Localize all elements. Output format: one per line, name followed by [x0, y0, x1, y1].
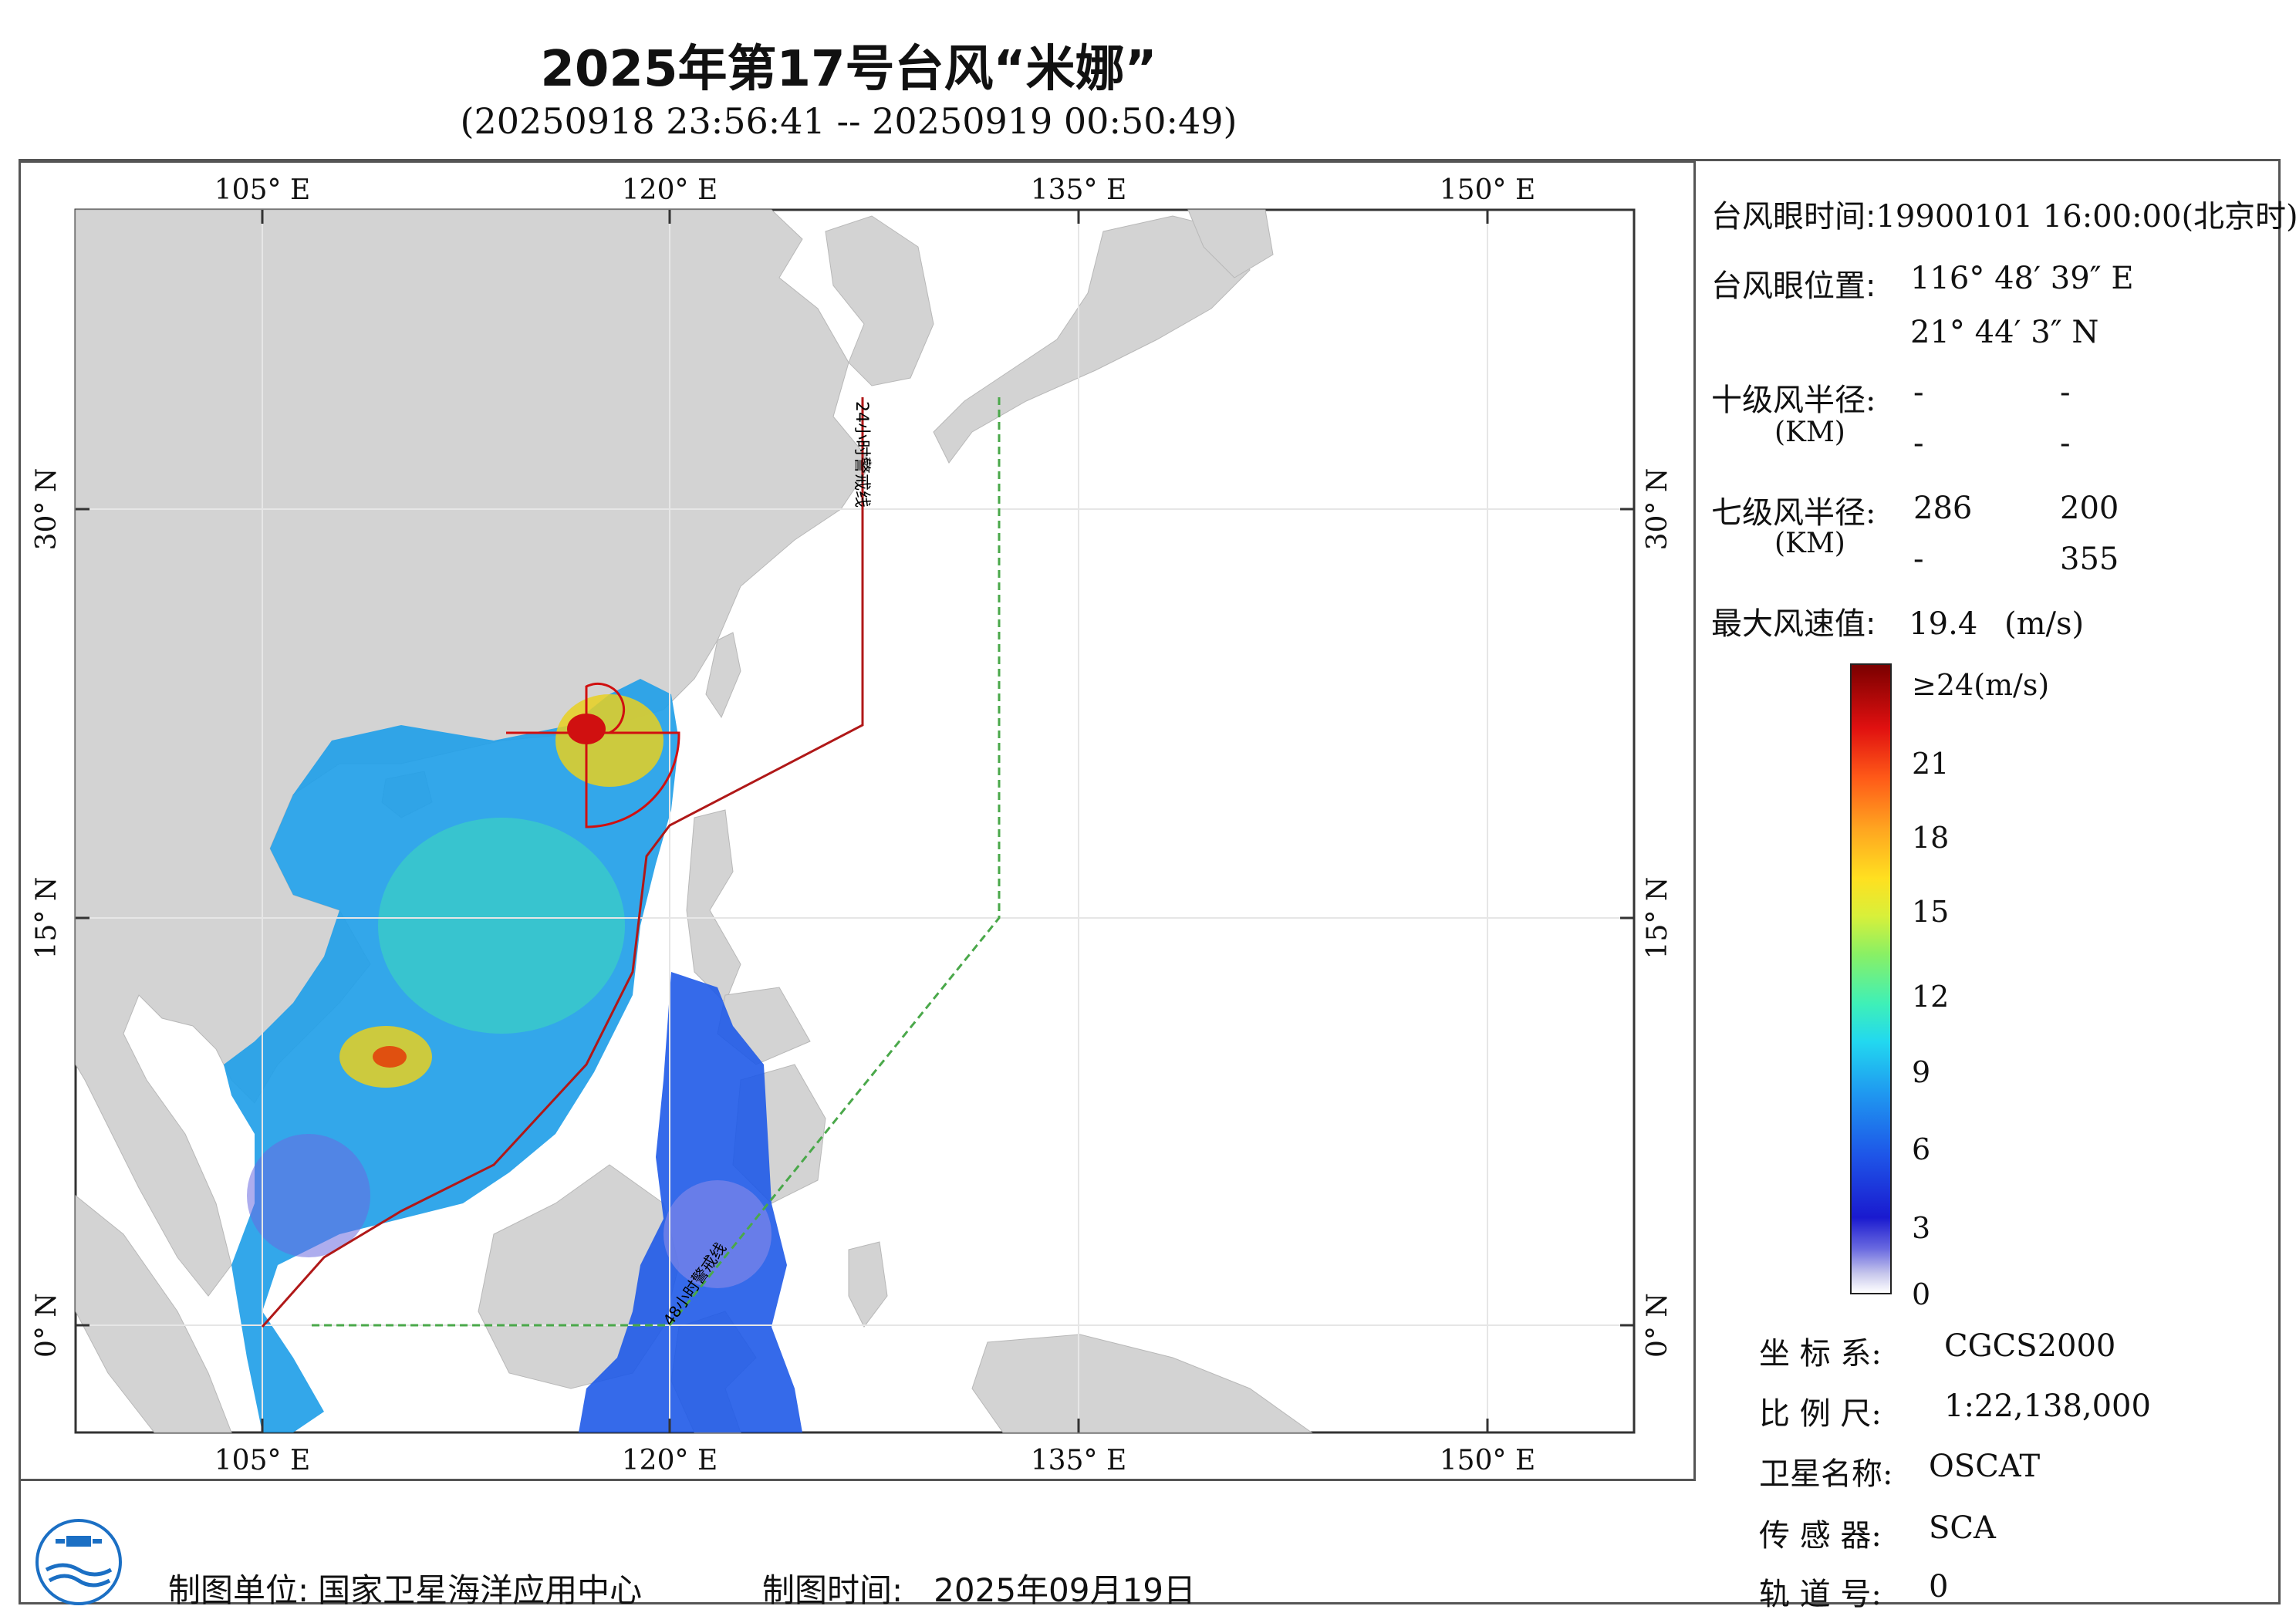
- wind-swath-north: [224, 679, 679, 1432]
- crs-value: CGCS2000: [1944, 1328, 2116, 1364]
- bottom-label-105e: 105° E: [214, 1445, 310, 1476]
- right-label-30n: 30° N: [1642, 468, 1673, 551]
- land-halmahera: [848, 1241, 888, 1328]
- left-label-15n: 15° N: [31, 877, 62, 960]
- land-sumatra: [75, 1194, 232, 1433]
- legend-tick-0: 0: [1912, 1277, 1931, 1311]
- r10-unit: (KM): [1774, 417, 1845, 448]
- max-wind-row: 最大风速值: 19.4 (m/s): [1711, 599, 2084, 643]
- max-wind-label: 最大风速值:: [1711, 606, 1876, 642]
- wind-low-area-west: [247, 1134, 370, 1257]
- map-panel-frame: [19, 160, 1696, 1481]
- r7-unit: (KM): [1774, 528, 1845, 559]
- legend-tick-21: 21: [1912, 747, 1950, 781]
- right-label-0n: 0° N: [1642, 1293, 1673, 1358]
- legend-tick-15: 15: [1912, 895, 1950, 929]
- axis-ticks: [76, 210, 1634, 1432]
- typhoon-wind-radius-outline: [506, 682, 680, 828]
- orbit-label: 轨 道 号:: [1759, 1577, 1882, 1612]
- right-label-15n: 15° N: [1642, 877, 1673, 960]
- legend-tick-3: 3: [1912, 1211, 1931, 1245]
- wind-swath: [224, 679, 802, 1432]
- date-value: 2025年09月19日: [934, 1571, 1196, 1609]
- left-axis-labels: 30° N 15° N 0° N: [31, 468, 62, 1358]
- warning-line-24h: [261, 397, 864, 1328]
- eye-lat: 21° 44′ 3″ N: [1910, 315, 2099, 350]
- max-wind-unit: (m/s): [2004, 606, 2085, 642]
- eye-lon: 116° 48′ 39″ E: [1910, 261, 2134, 296]
- warning-line-24h-label: 24小时警戒线: [852, 401, 871, 508]
- land-taiwan: [705, 632, 741, 719]
- left-label-0n: 0° N: [31, 1293, 62, 1358]
- legend-tick-18: 18: [1912, 821, 1950, 855]
- eye-time-row: 台风眼时间:19900101 16:00:00(北京时): [1711, 191, 2296, 236]
- legend-tick-6: 6: [1912, 1132, 1931, 1166]
- producer-label: 制图单位:: [168, 1571, 309, 1609]
- land-korea: [825, 215, 934, 386]
- top-label-135e: 135° E: [1031, 174, 1126, 206]
- r7-se: 200: [2060, 491, 2119, 526]
- satellite-value: OSCAT: [1929, 1449, 2041, 1484]
- bottom-label-150e: 150° E: [1440, 1445, 1535, 1476]
- r10-se: -: [2060, 375, 2071, 410]
- map-title: 2025年第17号台风“米娜”: [540, 41, 1157, 98]
- graticule: [76, 210, 1634, 1432]
- wind-max-core-south: [373, 1046, 407, 1068]
- r7-ne: 286: [1913, 491, 1973, 526]
- top-axis-labels: 105° E 120° E 135° E 150° E: [214, 174, 1535, 206]
- producer-row: 制图单位: 国家卫星海洋应用中心: [168, 1564, 642, 1611]
- producer-value: 国家卫星海洋应用中心: [318, 1571, 643, 1609]
- top-label-105e: 105° E: [214, 174, 310, 206]
- r10-ne: -: [1913, 375, 1924, 410]
- r7-sw: 355: [2060, 542, 2119, 577]
- top-label-150e: 150° E: [1440, 174, 1535, 206]
- wind-low-area-east: [663, 1180, 772, 1288]
- scale-label: 比 例 尺:: [1759, 1396, 1882, 1432]
- max-wind-value: 19.4: [1909, 606, 1978, 642]
- top-label-120e: 120° E: [622, 174, 718, 206]
- eye-time-value: 19900101 16:00:00(北京时): [1876, 199, 2296, 235]
- orbit-value: 0: [1929, 1569, 1949, 1604]
- bottom-label-135e: 135° E: [1031, 1445, 1126, 1476]
- legend-tick-9: 9: [1912, 1055, 1931, 1089]
- wind-high-core-north: [555, 694, 663, 787]
- eye-pos-row: 台风眼位置:: [1711, 261, 1876, 305]
- crs-label: 坐 标 系:: [1759, 1336, 1882, 1372]
- legend-tick-24: ≥24(m/s): [1912, 668, 2050, 702]
- land-luzon: [686, 809, 741, 1004]
- satellite-label: 卫星名称:: [1759, 1456, 1893, 1492]
- land-new-guinea: [971, 1334, 1313, 1433]
- scale-value: 1:22,138,000: [1944, 1388, 2151, 1424]
- r10-sw: -: [2060, 426, 2071, 461]
- land-hokkaido: [1187, 209, 1274, 278]
- wind-mid-area: [378, 818, 625, 1034]
- date-row: 制图时间: 2025年09月19日: [762, 1564, 1196, 1611]
- right-axis-labels: 30° N 15° N 0° N: [1642, 468, 1673, 1358]
- nsoas-logo: [35, 1519, 122, 1605]
- r7-label: 七级风半径:: [1711, 495, 1876, 531]
- eye-pos-label: 台风眼位置:: [1711, 268, 1876, 304]
- legend-tick-12: 12: [1912, 980, 1950, 1014]
- r10-nw: -: [1913, 426, 1924, 461]
- date-label: 制图时间:: [762, 1571, 903, 1609]
- left-label-30n: 30° N: [31, 468, 62, 551]
- r10-label: 十级风半径:: [1711, 383, 1876, 418]
- warning-line-48h: [309, 397, 1001, 1327]
- bottom-axis-labels: 105° E 120° E 135° E 150° E: [214, 1445, 1535, 1476]
- r7-nw: -: [1913, 542, 1924, 577]
- bottom-label-120e: 120° E: [622, 1445, 718, 1476]
- map-subtitle: (20250918 23:56:41 -- 20250919 00:50:49): [460, 100, 1237, 142]
- eye-time-label: 台风眼时间:: [1711, 199, 1876, 235]
- sensor-label: 传 感 器:: [1759, 1518, 1882, 1554]
- wind-speed-colorbar: [1850, 663, 1892, 1294]
- sensor-value: SCA: [1929, 1510, 1996, 1546]
